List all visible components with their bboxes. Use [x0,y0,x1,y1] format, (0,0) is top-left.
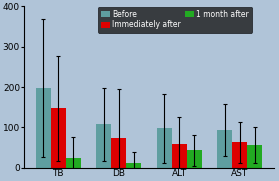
Bar [51,108,66,168]
Bar [187,150,202,168]
Bar [247,145,262,168]
Bar [66,158,81,168]
Bar [172,144,187,168]
Bar [111,138,126,168]
Bar [35,88,51,168]
Legend: Before, Immediately after, 1 month after: Before, Immediately after, 1 month after [98,7,252,33]
Bar [126,163,141,168]
Bar [217,130,232,168]
Bar [232,142,247,168]
Bar [157,128,172,168]
Bar [96,124,111,168]
